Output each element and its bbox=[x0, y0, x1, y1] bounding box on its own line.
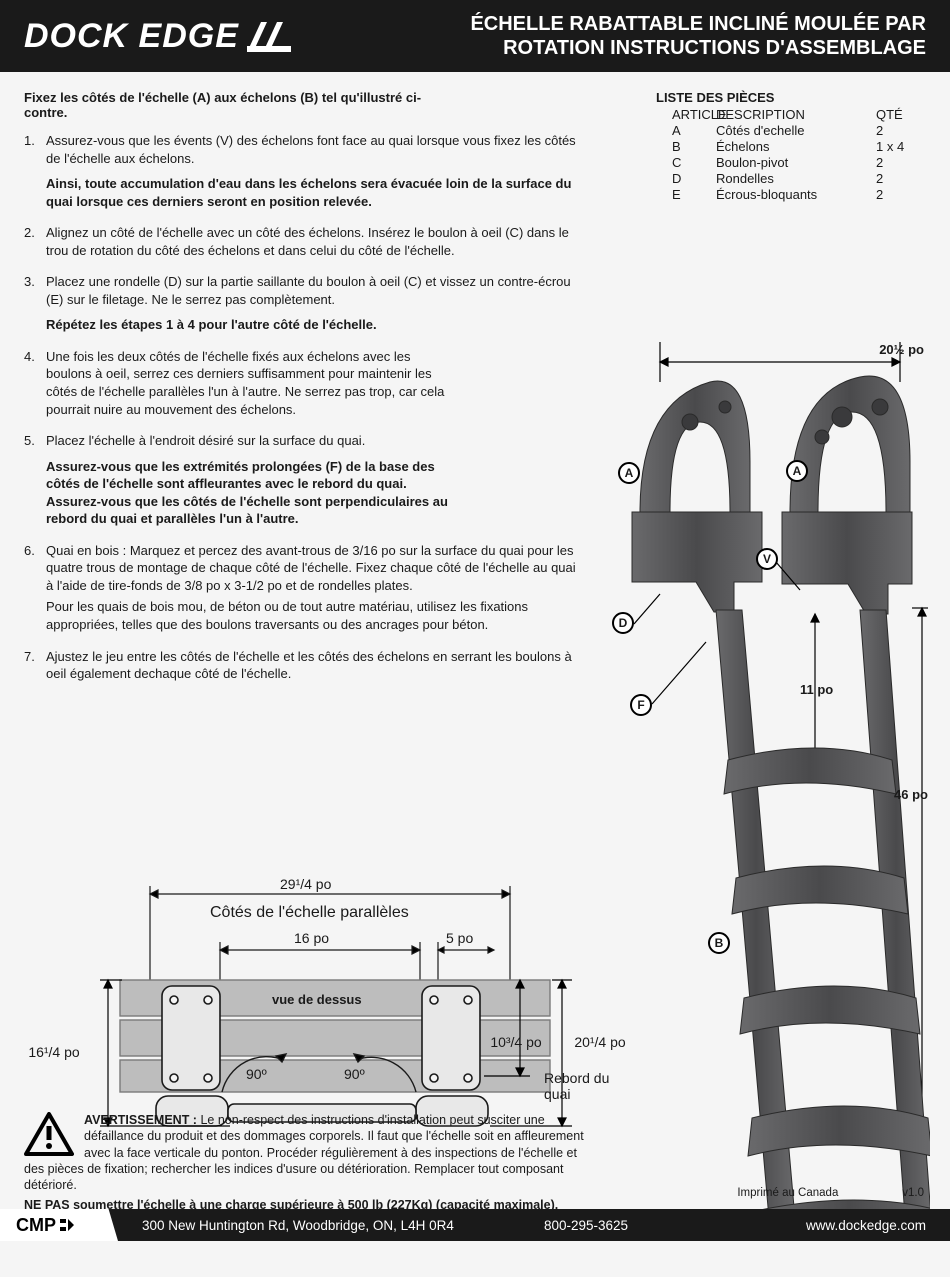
footer-site: www.dockedge.com bbox=[806, 1218, 926, 1233]
parts-header: QTÉ bbox=[876, 107, 926, 122]
tv-rebord: Rebord du quai bbox=[544, 1070, 614, 1102]
dim-step-gap: 11 po bbox=[800, 682, 833, 697]
header-bar: DOCK EDGE ÉCHELLE RABATTABLE INCLINÉ MOU… bbox=[0, 0, 950, 72]
parts-cell: 2 bbox=[876, 123, 926, 138]
instruction-steps: Assurez-vous que les évents (V) des éche… bbox=[24, 132, 584, 683]
intro-text: Fixez les côtés de l'échelle (A) aux éch… bbox=[24, 90, 464, 120]
callout-F: F bbox=[630, 694, 652, 716]
parts-cell: 1 x 4 bbox=[876, 139, 926, 154]
tv-angle-r: 90º bbox=[344, 1066, 365, 1082]
warning-label: AVERTISSEMENT : bbox=[84, 1113, 197, 1127]
parts-list: LISTE DES PIÈCES ARTICLEDESCRIPTIONQTÉAC… bbox=[656, 90, 926, 202]
parts-header: ARTICLE bbox=[656, 107, 716, 122]
parts-cell: Écrous-bloquants bbox=[716, 187, 876, 202]
tv-angle-l: 90º bbox=[246, 1066, 267, 1082]
tv-overall: 29¹/4 po bbox=[280, 876, 331, 892]
dim-top-width: 20½ po bbox=[879, 342, 924, 357]
cmp-logo: CMP bbox=[0, 1209, 118, 1241]
step-5: Placez l'échelle à l'endroit désiré sur … bbox=[24, 432, 454, 528]
step-6: Quai en bois : Marquez et percez des ava… bbox=[24, 542, 584, 634]
parts-cell: B bbox=[656, 139, 716, 154]
brand-logo: DOCK EDGE bbox=[24, 17, 291, 56]
callout-D: D bbox=[612, 612, 634, 634]
parts-title: LISTE DES PIÈCES bbox=[656, 90, 926, 105]
callout-A-left: A bbox=[618, 462, 640, 484]
tv-small: 5 po bbox=[446, 930, 473, 946]
callout-A-right: A bbox=[786, 460, 808, 482]
warning-block: AVERTISSEMENT : Le non-respect des instr… bbox=[24, 1112, 594, 1214]
parts-cell: 2 bbox=[876, 171, 926, 186]
dim-height: 46 po bbox=[894, 787, 928, 802]
footer-address: 300 New Huntington Rd, Woodbridge, ON, L… bbox=[142, 1218, 454, 1233]
step-4: Une fois les deux côtés de l'échelle fix… bbox=[24, 348, 454, 418]
footer-phone: 800-295-3625 bbox=[544, 1218, 628, 1233]
tv-right-h1: 10³/4 po bbox=[486, 1034, 546, 1050]
parts-cell: E bbox=[656, 187, 716, 202]
parts-table: ARTICLEDESCRIPTIONQTÉACôtés d'echelle2BÉ… bbox=[656, 107, 926, 202]
parts-cell: 2 bbox=[876, 155, 926, 170]
header-title: ÉCHELLE RABATTABLE INCLINÉ MOULÉE PAR RO… bbox=[470, 12, 926, 60]
callout-V: V bbox=[756, 548, 778, 570]
parts-cell: Boulon-pivot bbox=[716, 155, 876, 170]
parts-header: DESCRIPTION bbox=[716, 107, 876, 122]
warning-icon bbox=[24, 1112, 74, 1156]
footer-bar: CMP 300 New Huntington Rd, Woodbridge, O… bbox=[0, 1209, 950, 1241]
parts-cell: D bbox=[656, 171, 716, 186]
tv-inner: 16 po bbox=[294, 930, 329, 946]
step-3: Placez une rondelle (D) sur la partie sa… bbox=[24, 273, 584, 334]
step-1: Assurez-vous que les évents (V) des éche… bbox=[24, 132, 584, 210]
dock-edge-icon bbox=[247, 18, 291, 54]
printed-note: Imprimé au Canada v1.0 bbox=[737, 1187, 924, 1199]
parts-cell: Rondelles bbox=[716, 171, 876, 186]
step-2: Alignez un côté de l'échelle avec un côt… bbox=[24, 224, 584, 259]
parts-cell: C bbox=[656, 155, 716, 170]
parts-cell: Échelons bbox=[716, 139, 876, 154]
tv-right-h2: 20¹/4 po bbox=[570, 1034, 630, 1050]
ladder-illustration: 20½ po 46 po 11 po A A V D F B bbox=[590, 312, 930, 1272]
parts-cell: 2 bbox=[876, 187, 926, 202]
tv-subtitle: Côtés de l'échelle parallèles bbox=[210, 904, 409, 922]
tv-left-h: 16¹/4 po bbox=[20, 1044, 88, 1060]
callout-B: B bbox=[708, 932, 730, 954]
parts-cell: A bbox=[656, 123, 716, 138]
tv-caption: vue de dessus bbox=[272, 992, 362, 1007]
brand-text: DOCK EDGE bbox=[24, 17, 239, 56]
parts-cell: Côtés d'echelle bbox=[716, 123, 876, 138]
step-7: Ajustez le jeu entre les côtés de l'éche… bbox=[24, 648, 584, 683]
